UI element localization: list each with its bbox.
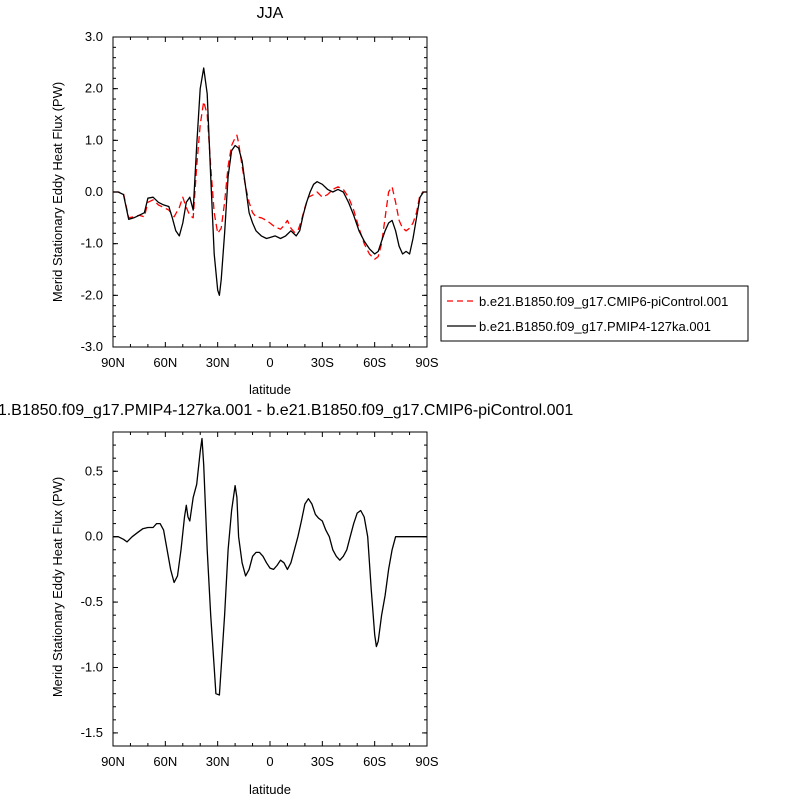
top-x-tick-label: 90S [415,355,438,370]
bottom-axis-ticks: 90N 60N 30N 0 30S 60S 90S 0.5 0.0 -0.5 -1.0 -1.5 [81,431,439,769]
top-x-tick-label: 30S [311,355,334,370]
top-y-axis-label: Merid Stationary Eddy Heat Flux (PW) [50,82,65,302]
top-plot-frame [112,36,428,348]
bottom-series-line-0 [113,437,427,696]
top-x-tick-label: 0 [266,355,273,370]
bottom-x-tick-label: 90N [101,754,125,769]
bottom-plot-frame [112,431,428,747]
top-y-tick-label: -1.0 [81,236,103,251]
bottom-x-tick-label: 90S [415,754,438,769]
bottom-x-tick-label: 60N [153,754,177,769]
legend-label-picontrol: b.e21.B1850.f09_g17.CMIP6-piControl.001 [479,294,728,309]
bottom-y-tick-label: 0.5 [85,463,103,478]
bottom-x-tick-label: 0 [266,754,273,769]
bottom-y-tick-label: 0.0 [85,529,103,544]
bottom-x-tick-label: 30N [206,754,230,769]
top-x-tick-label: 60S [363,355,386,370]
bottom-y-tick-label: -1.0 [81,660,103,675]
top-x-tick-label: 30N [206,355,230,370]
top-y-tick-label: 3.0 [85,29,103,44]
bottom-y-tick-label: -0.5 [81,594,103,609]
legend: b.e21.B1850.f09_g17.CMIP6-piControl.001 … [440,285,749,342]
top-series-line-0 [113,100,427,260]
top-x-tick-label: 90N [101,355,125,370]
top-axis-ticks: 90N 60N 30N 0 30S 60S 90S 3.0 2.0 1.0 0.0 -1.0 -2.0 -… [81,29,439,370]
bottom-y-axis-label: Merid Stationary Eddy Heat Flux (PW) [50,477,65,697]
top-chart-title: JJA [257,5,284,22]
bottom-y-tick-label: -1.5 [81,725,103,740]
bottom-x-tick-label: 60S [363,754,386,769]
legend-box [440,285,749,342]
top-series-line-1 [113,67,427,296]
top-panel: JJA Merid Stationary Eddy Heat Flux (PW)… [50,5,439,397]
top-y-tick-label: 0.0 [85,184,103,199]
top-series-lines [113,67,427,296]
bottom-x-tick-label: 30S [311,754,334,769]
top-x-axis-label: latitude [249,382,291,397]
top-y-tick-label: -3.0 [81,339,103,354]
bottom-panel: b.e21.B1850.f09_g17.PMIP4-127ka.001 - b.… [0,402,573,797]
bottom-x-axis-label: latitude [249,782,291,797]
legend-label-pmip4: b.e21.B1850.f09_g17.PMIP4-127ka.001 [479,319,711,334]
top-y-tick-label: 2.0 [85,81,103,96]
top-y-tick-label: 1.0 [85,132,103,147]
bottom-series-lines [113,437,427,696]
bottom-chart-title: b.e21.B1850.f09_g17.PMIP4-127ka.001 - b.… [0,402,573,419]
top-y-tick-label: -2.0 [81,287,103,302]
top-x-tick-label: 60N [153,355,177,370]
